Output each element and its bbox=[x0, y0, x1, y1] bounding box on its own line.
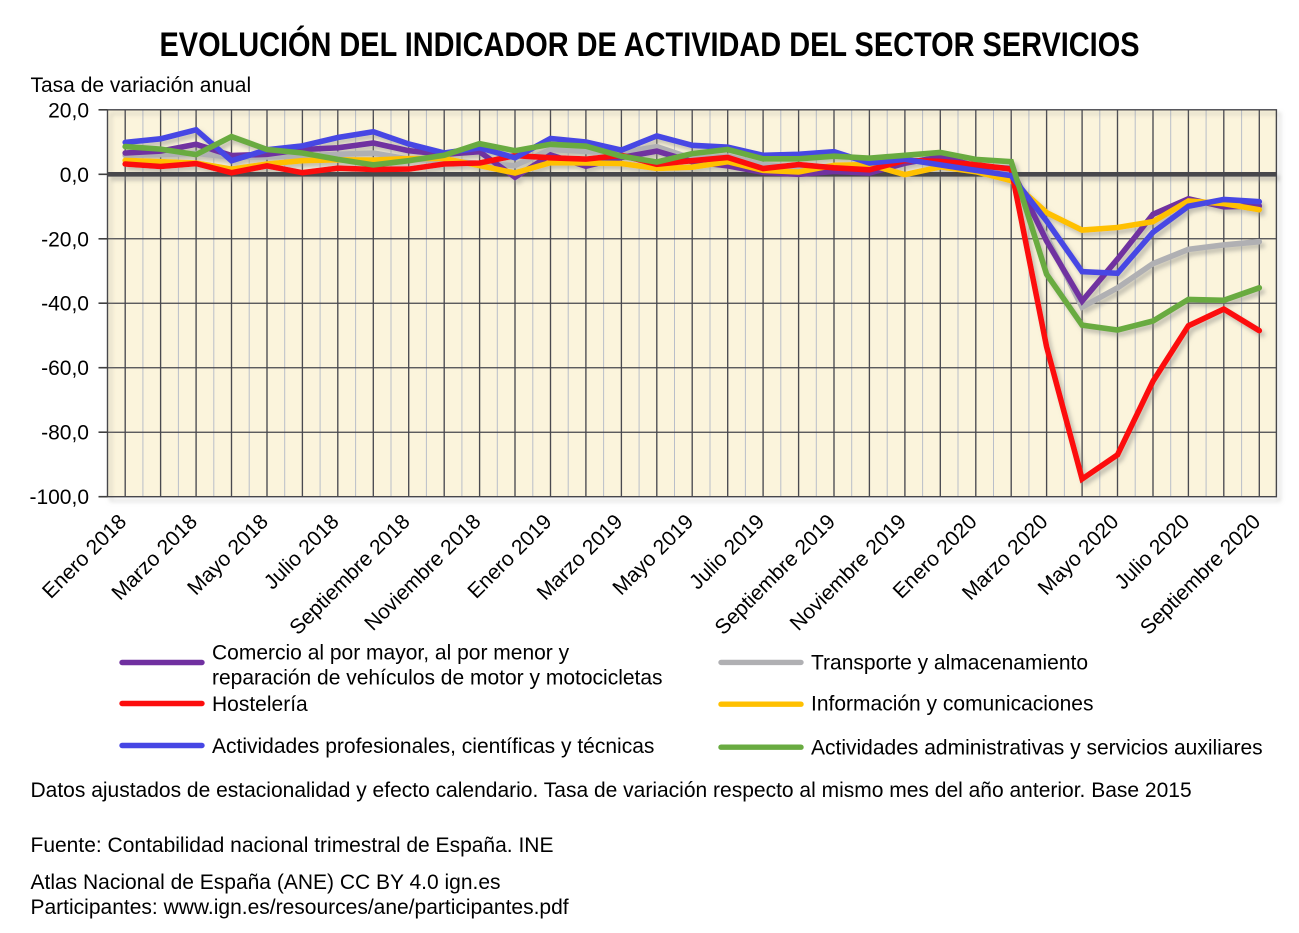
svg-text:EVOLUCIÓN DEL INDICADOR DE ACT: EVOLUCIÓN DEL INDICADOR DE ACTIVIDAD DEL… bbox=[160, 26, 1140, 64]
svg-text:Tasa de variación anual: Tasa de variación anual bbox=[31, 74, 252, 97]
svg-text:Septiembre 2020: Septiembre 2020 bbox=[1136, 510, 1265, 639]
svg-text:Septiembre 2018: Septiembre 2018 bbox=[285, 510, 414, 639]
svg-text:Transporte y almacenamiento: Transporte y almacenamiento bbox=[811, 651, 1088, 674]
svg-text:20,0: 20,0 bbox=[48, 99, 89, 122]
svg-text:Comercio al por mayor, al por: Comercio al por mayor, al por menor y bbox=[212, 642, 570, 665]
svg-text:-20,0: -20,0 bbox=[41, 228, 89, 251]
svg-text:-80,0: -80,0 bbox=[41, 422, 89, 445]
svg-text:Septiembre 2019: Septiembre 2019 bbox=[711, 510, 840, 639]
svg-text:0,0: 0,0 bbox=[60, 164, 89, 187]
svg-text:-40,0: -40,0 bbox=[41, 293, 89, 316]
svg-text:Hostelería: Hostelería bbox=[212, 693, 308, 716]
svg-text:Participantes: www.ign.es/reso: Participantes: www.ign.es/resources/ane/… bbox=[31, 896, 569, 919]
svg-text:Actividades administrativas y: Actividades administrativas y servicios … bbox=[811, 736, 1263, 759]
svg-text:reparación de vehículos de mot: reparación de vehículos de motor y motoc… bbox=[212, 667, 663, 690]
svg-text:-100,0: -100,0 bbox=[29, 486, 89, 509]
svg-text:Atlas Nacional de España (ANE): Atlas Nacional de España (ANE) CC BY 4.0… bbox=[31, 871, 501, 894]
svg-text:Información y comunicaciones: Información y comunicaciones bbox=[811, 693, 1093, 716]
svg-text:Datos ajustados de estacionali: Datos ajustados de estacionalidad y efec… bbox=[31, 779, 1192, 802]
svg-text:Actividades profesionales, cie: Actividades profesionales, científicas y… bbox=[212, 735, 654, 758]
svg-text:Fuente: Contabilidad nacional: Fuente: Contabilidad nacional trimestral… bbox=[31, 834, 554, 857]
svg-text:-60,0: -60,0 bbox=[41, 357, 89, 380]
